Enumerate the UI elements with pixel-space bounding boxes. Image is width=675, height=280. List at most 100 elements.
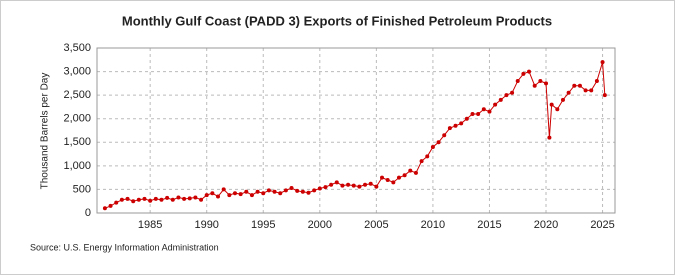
data-point (544, 81, 549, 86)
data-point (600, 60, 605, 65)
x-tick-label: 2020 (534, 219, 558, 231)
x-tick-label: 1995 (251, 219, 275, 231)
data-point (278, 191, 283, 196)
data-point (255, 189, 260, 194)
x-tick-label: 2005 (364, 219, 388, 231)
y-tick-label: 3,500 (63, 42, 91, 54)
data-point (204, 193, 209, 198)
data-point (334, 180, 339, 185)
data-point (289, 186, 294, 191)
data-point (487, 109, 492, 114)
data-point (572, 83, 577, 88)
data-point (532, 83, 537, 88)
data-point (108, 203, 113, 208)
data-point (153, 196, 158, 201)
data-point (498, 97, 503, 102)
data-point (125, 196, 130, 201)
data-point (560, 97, 565, 102)
data-point (238, 192, 243, 197)
data-point (346, 182, 351, 187)
y-tick-label: 2,000 (63, 113, 91, 125)
data-point (300, 189, 305, 194)
chart-title: Monthly Gulf Coast (PADD 3) Exports of F… (122, 13, 552, 28)
data-point (447, 126, 452, 131)
data-point (408, 168, 413, 173)
x-tick-label: 1990 (194, 219, 218, 231)
data-point (323, 185, 328, 190)
data-point (566, 90, 571, 95)
data-point (131, 199, 136, 204)
data-point (396, 175, 401, 180)
data-point (306, 190, 311, 195)
source: Source: U.S. Energy Information Administ… (30, 242, 219, 252)
data-point (329, 182, 334, 187)
data-point (272, 189, 277, 194)
data-point (380, 175, 385, 180)
data-point (114, 200, 119, 205)
data-point (453, 123, 458, 128)
data-point (159, 197, 164, 202)
data-point (340, 183, 345, 188)
data-point (374, 184, 379, 189)
data-point (216, 194, 221, 199)
data-point (583, 88, 588, 93)
data-point (182, 196, 187, 201)
data-point (295, 188, 300, 193)
y-tick-label: 500 (73, 183, 91, 195)
data-point (119, 197, 124, 202)
data-point (170, 197, 175, 202)
data-point (102, 206, 107, 211)
x-tick-label: 2025 (590, 219, 614, 231)
data-point (555, 107, 560, 112)
data-point (510, 90, 515, 95)
x-tick-label: 2000 (308, 219, 332, 231)
data-point (210, 191, 215, 196)
data-point (459, 121, 464, 126)
data-point (527, 69, 532, 74)
data-point (425, 154, 430, 159)
data-point (199, 197, 204, 202)
data-point (232, 191, 237, 196)
y-tick-label: 0 (85, 207, 91, 219)
y-tick-label: 2,500 (63, 89, 91, 101)
data-point (261, 191, 266, 196)
data-point (249, 193, 254, 198)
data-point (368, 181, 373, 186)
data-point (385, 178, 390, 182)
data-point (538, 79, 543, 83)
data-point (430, 145, 435, 149)
data-point (549, 102, 554, 107)
data-point (602, 93, 607, 98)
data-point (413, 170, 418, 175)
data-point (244, 189, 249, 194)
data-point (515, 79, 520, 83)
data-point (464, 116, 469, 121)
data-point (470, 112, 475, 116)
y-axis-label: Thousand Barrels per Day (40, 73, 51, 190)
data-point (266, 188, 271, 193)
data-point (136, 197, 141, 202)
data-point (363, 182, 368, 187)
data-point (493, 102, 498, 107)
data-point (283, 188, 288, 193)
data-point (176, 195, 181, 200)
data-point (193, 195, 198, 200)
y-tick-label: 3,000 (63, 65, 91, 77)
data-point (589, 88, 594, 93)
y-tick-label: 1,000 (63, 160, 91, 172)
x-tick-label: 2010 (421, 219, 445, 231)
data-point (436, 140, 441, 145)
data-point (165, 195, 170, 200)
data-point (476, 112, 481, 116)
data-point (481, 107, 486, 112)
data-point (504, 93, 509, 98)
data-point (577, 83, 582, 88)
data-point (442, 133, 447, 138)
data-point (148, 198, 153, 203)
data-point (594, 79, 599, 83)
x-tick-label: 1985 (138, 219, 162, 231)
data-point (351, 183, 356, 188)
x-tick-label: 2015 (477, 219, 501, 231)
